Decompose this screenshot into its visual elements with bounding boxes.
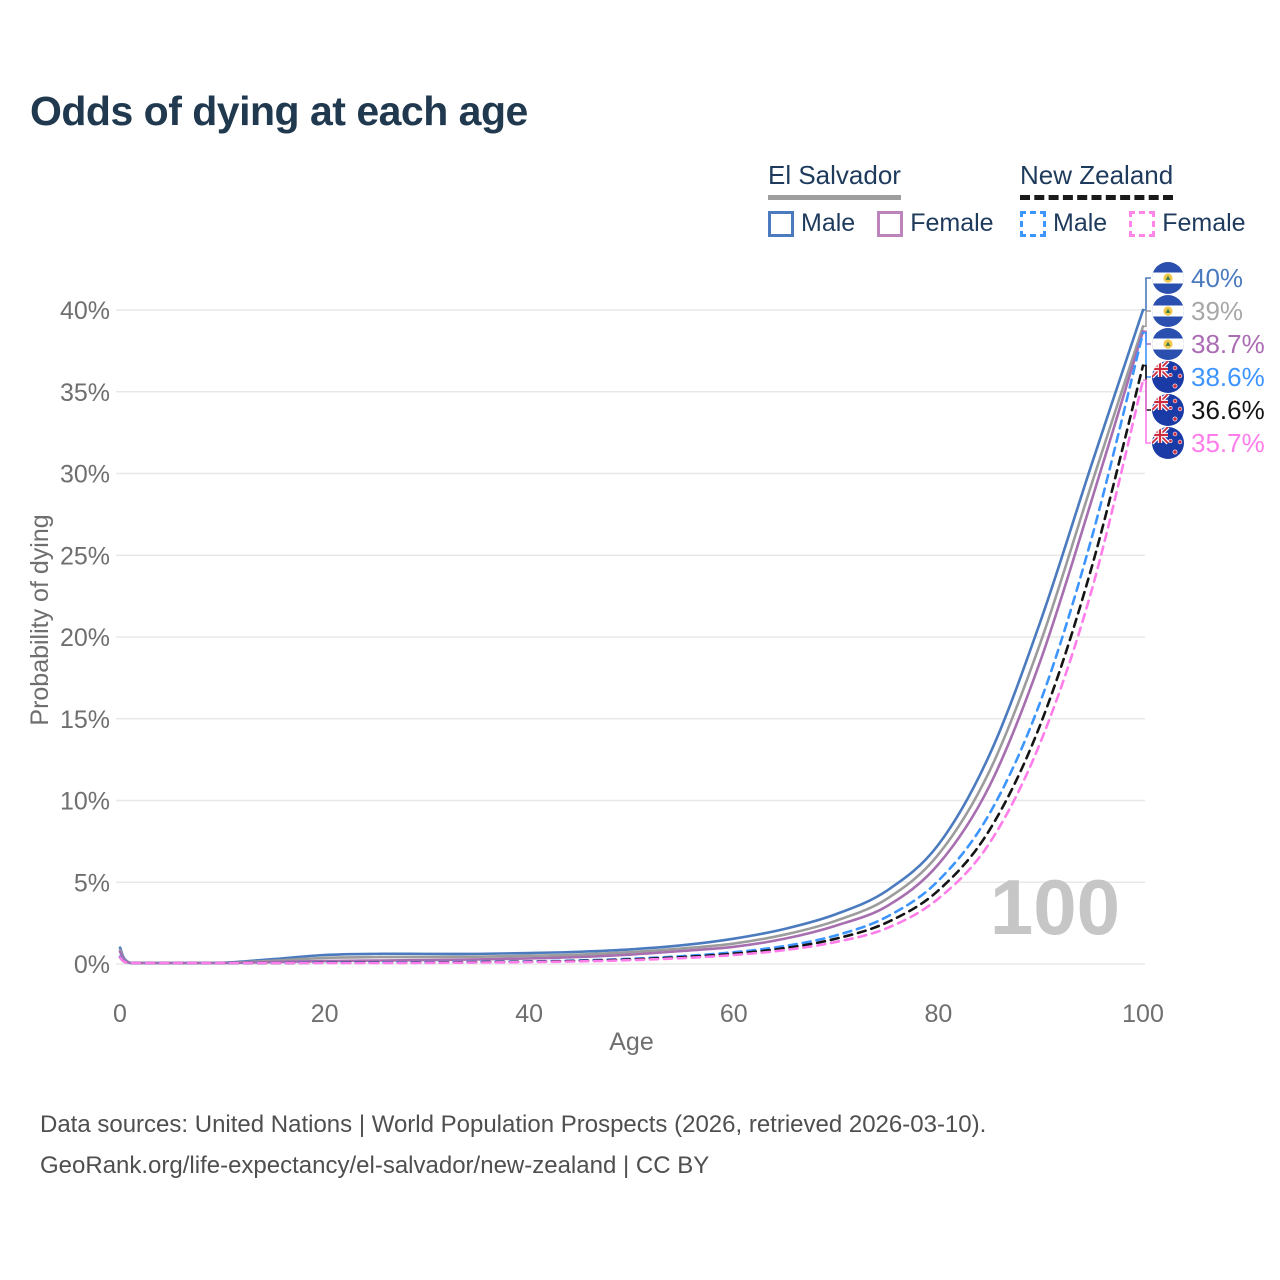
legend-items-row: Male Female [768,209,994,238]
footer-attribution-line: GeoRank.org/life-expectancy/el-salvador/… [40,1152,710,1179]
page-title: Odds of dying at each age [30,88,528,134]
y-tick-label: 40% [60,297,110,325]
legend-item-label: Male [801,209,856,237]
legend-item-el-salvador-male[interactable]: Male [768,209,855,238]
x-tick-label: 0 [113,1000,127,1028]
y-tick-label: 35% [60,379,110,407]
legend-group-new-zealand: New Zealand Male Female [1020,160,1246,238]
end-label-value: 40% [1191,262,1244,293]
y-tick-label: 5% [74,869,110,897]
y-tick-label: 25% [60,542,110,570]
legend-group-el-salvador: El Salvador Male Female [768,160,994,238]
end-label-value: 38.6% [1191,361,1265,392]
x-tick-label: 100 [1122,1000,1164,1028]
x-tick-label: 40 [515,1000,543,1028]
y-tick-label: 30% [60,461,110,489]
end-label-el-salvador-male: 40% [1152,262,1243,294]
end-label-leader-el-salvador-both-sexes [1143,310,1151,328]
y-tick-label: 15% [60,706,110,734]
legend-item-new-zealand-male[interactable]: Male [1020,209,1107,238]
series-line-el-salvador-male [118,308,1145,965]
end-label-value: 35.7% [1191,427,1265,458]
legend-swatch-male-icon [1020,210,1046,237]
flag-el-salvador-icon [1152,295,1184,327]
flag-new-zealand-icon [1152,394,1184,426]
series-line-new-zealand-female [118,379,1145,965]
x-tick-label: 60 [720,1000,748,1028]
end-label-value: 36.6% [1191,394,1265,425]
legend-item-label: Female [910,209,994,237]
end-label-leader-new-zealand-female [1143,379,1151,444]
y-tick-label: 10% [60,788,110,816]
end-label-el-salvador-both-sexes: 39% [1152,295,1243,327]
flag-el-salvador-icon [1152,262,1184,294]
x-axis-title: Age [609,1028,653,1056]
y-tick-label: 0% [74,951,110,979]
footer-sources-line: Data sources: United Nations | World Pop… [40,1111,987,1138]
x-tick-label: 80 [924,1000,952,1028]
legend-swatch-female-icon [877,210,904,237]
legend-swatch-male-icon [768,210,794,237]
end-label-new-zealand-male: 38.6% [1152,361,1265,393]
y-axis-title: Probability of dying [26,514,54,725]
y-tick-label: 20% [60,624,110,652]
footer: Data sources: United Nations | World Pop… [40,1104,986,1186]
end-label-el-salvador-female: 38.7% [1152,328,1265,360]
flag-new-zealand-icon [1152,361,1184,393]
end-label-leader-el-salvador-male [1143,277,1151,311]
legend-country-el-salvador[interactable]: El Salvador [768,160,901,200]
age-watermark: 100 [989,863,1121,951]
legend-country-new-zealand[interactable]: New Zealand [1020,160,1174,200]
end-label-value: 38.7% [1191,328,1265,359]
legend-item-el-salvador-female[interactable]: Female [877,209,994,238]
legend-item-label: Male [1053,209,1108,237]
end-label-value: 39% [1191,295,1244,326]
flag-new-zealand-icon [1152,427,1184,459]
legend-item-label: Female [1162,209,1246,237]
legend-swatch-female-icon [1129,210,1156,237]
legend-items-row: Male Female [1020,209,1246,238]
end-label-leader-new-zealand-both-sexes [1143,364,1151,411]
flag-el-salvador-icon [1152,328,1184,360]
end-label-new-zealand-female: 35.7% [1152,427,1265,459]
x-tick-label: 20 [311,1000,339,1028]
end-label-leader-new-zealand-male [1143,332,1151,378]
end-label-new-zealand-both-sexes: 36.6% [1152,394,1265,426]
legend-item-new-zealand-female[interactable]: Female [1129,209,1246,238]
